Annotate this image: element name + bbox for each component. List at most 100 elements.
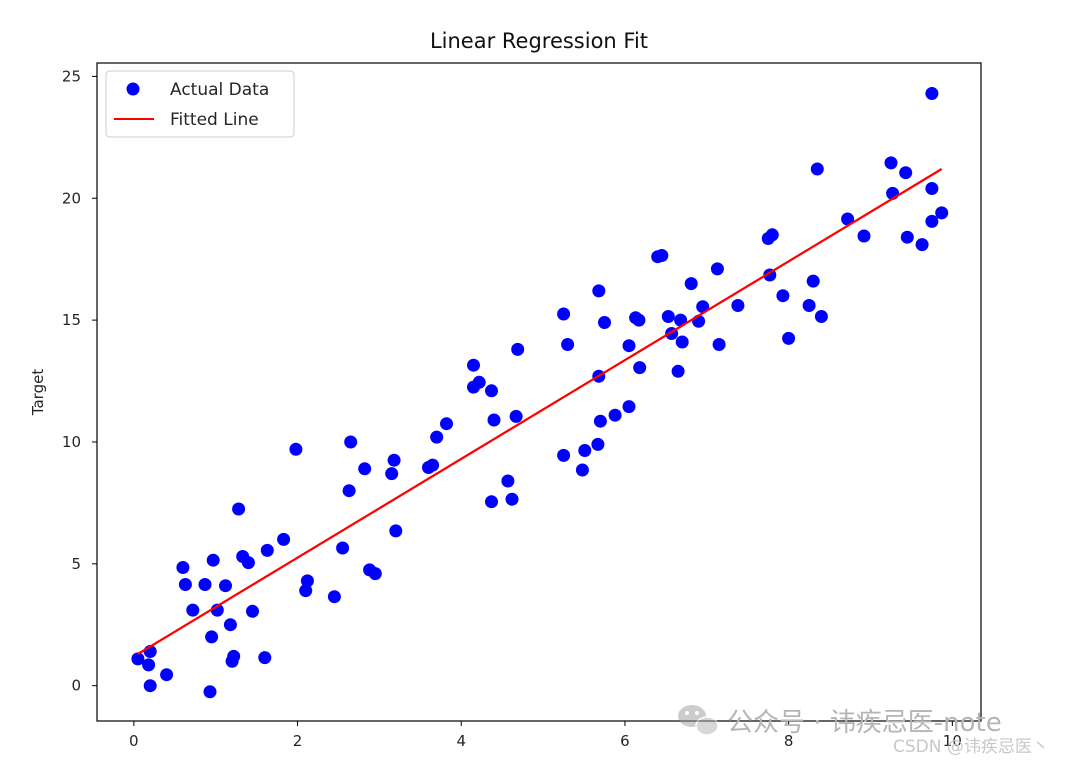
data-point-17: [232, 502, 246, 516]
data-point-19: [241, 556, 255, 570]
legend-marker-actual-data: [126, 82, 140, 96]
data-point-89: [841, 212, 855, 226]
data-point-65: [632, 313, 646, 327]
y-axis-label: Target: [29, 369, 47, 417]
data-point-56: [591, 437, 605, 451]
legend: Actual Data Fitted Line: [105, 70, 295, 138]
data-point-10: [205, 630, 219, 644]
watermark-main-text: 公众号 · 讳疾忌医-note: [727, 708, 1002, 738]
data-point-26: [300, 574, 314, 588]
x-tick-label-6: 6: [620, 732, 630, 750]
data-point-73: [675, 335, 689, 349]
data-point-46: [487, 413, 501, 427]
data-point-40: [440, 417, 453, 431]
data-point-41: [467, 358, 480, 372]
y-tick-label-15: 15: [62, 311, 81, 329]
y-tick-label-0: 0: [71, 677, 81, 695]
x-tick-label-8: 8: [784, 732, 794, 750]
data-point-97: [925, 182, 939, 195]
data-point-69: [661, 310, 675, 323]
y-tick-label-25: 25: [62, 67, 81, 85]
data-point-59: [593, 414, 607, 428]
data-point-44: [485, 495, 498, 509]
data-point-52: [557, 448, 571, 462]
data-point-96: [925, 87, 939, 100]
data-point-83: [776, 289, 790, 303]
data-point-8: [198, 578, 212, 591]
data-point-76: [696, 300, 710, 314]
data-point-5: [176, 561, 190, 574]
data-point-82: [765, 228, 779, 242]
data-point-77: [710, 262, 724, 276]
data-point-39: [430, 430, 444, 444]
data-point-33: [368, 567, 382, 581]
data-point-11: [206, 553, 220, 567]
x-tick-label-4: 4: [456, 732, 466, 750]
data-point-0: [131, 652, 145, 666]
legend-label-actual-data: Actual Data: [170, 80, 269, 100]
data-point-54: [575, 463, 589, 477]
data-point-30: [344, 435, 358, 449]
x-tick-label-0: 0: [129, 732, 139, 750]
data-point-29: [342, 484, 356, 498]
data-point-16: [227, 649, 241, 663]
data-point-85: [802, 299, 816, 312]
data-point-79: [731, 299, 745, 312]
watermark-sub-text: CSDN @讳疾忌医丶: [893, 737, 1049, 757]
data-point-71: [671, 364, 685, 378]
data-point-6: [178, 578, 192, 591]
data-point-3: [143, 679, 157, 693]
data-point-84: [782, 331, 796, 345]
data-point-99: [935, 206, 949, 220]
data-point-68: [655, 249, 669, 262]
fitted-line: [137, 168, 943, 655]
data-point-7: [186, 603, 200, 617]
x-tick-label-10: 10: [943, 732, 962, 750]
data-point-62: [622, 400, 636, 414]
data-point-24: [289, 442, 303, 456]
data-point-50: [511, 342, 525, 356]
data-point-22: [260, 543, 274, 557]
data-point-31: [358, 462, 372, 476]
data-point-66: [633, 361, 647, 375]
data-point-13: [219, 579, 232, 593]
data-point-1: [142, 658, 156, 672]
data-point-4: [160, 668, 174, 682]
data-point-38: [426, 458, 440, 472]
wechat-icon: [678, 705, 719, 736]
data-point-27: [327, 590, 341, 604]
data-point-53: [561, 338, 575, 351]
data-point-74: [684, 277, 698, 291]
data-point-28: [336, 541, 350, 555]
data-point-91: [884, 156, 898, 170]
data-point-98: [925, 214, 939, 228]
data-point-63: [622, 339, 636, 353]
data-point-93: [899, 166, 913, 180]
y-tick-label-20: 20: [62, 189, 81, 207]
axis-ticks: 0 2 4 6 8 10 0 5 10 15 20 25: [62, 67, 962, 750]
data-point-36: [389, 524, 403, 538]
fitted-line-layer: [137, 168, 943, 655]
data-point-34: [385, 467, 399, 481]
chart-title: Linear Regression Fit: [430, 29, 648, 53]
data-point-21: [258, 651, 272, 665]
data-point-14: [223, 618, 237, 632]
data-point-87: [810, 162, 824, 176]
data-point-94: [900, 230, 914, 244]
data-point-58: [592, 284, 606, 298]
data-point-45: [485, 384, 498, 398]
data-point-25: [299, 584, 313, 598]
scatter-points: [131, 87, 949, 699]
y-tick-label-10: 10: [62, 433, 81, 451]
data-point-9: [203, 685, 217, 699]
data-point-86: [806, 274, 820, 288]
data-point-88: [814, 310, 828, 323]
data-point-43: [472, 375, 486, 389]
data-point-47: [501, 474, 515, 488]
data-point-90: [857, 229, 871, 243]
watermark: 公众号 · 讳疾忌医-note CSDN @讳疾忌医丶: [678, 705, 1049, 757]
data-point-49: [509, 409, 523, 423]
data-point-78: [712, 338, 726, 351]
data-point-61: [608, 408, 622, 422]
